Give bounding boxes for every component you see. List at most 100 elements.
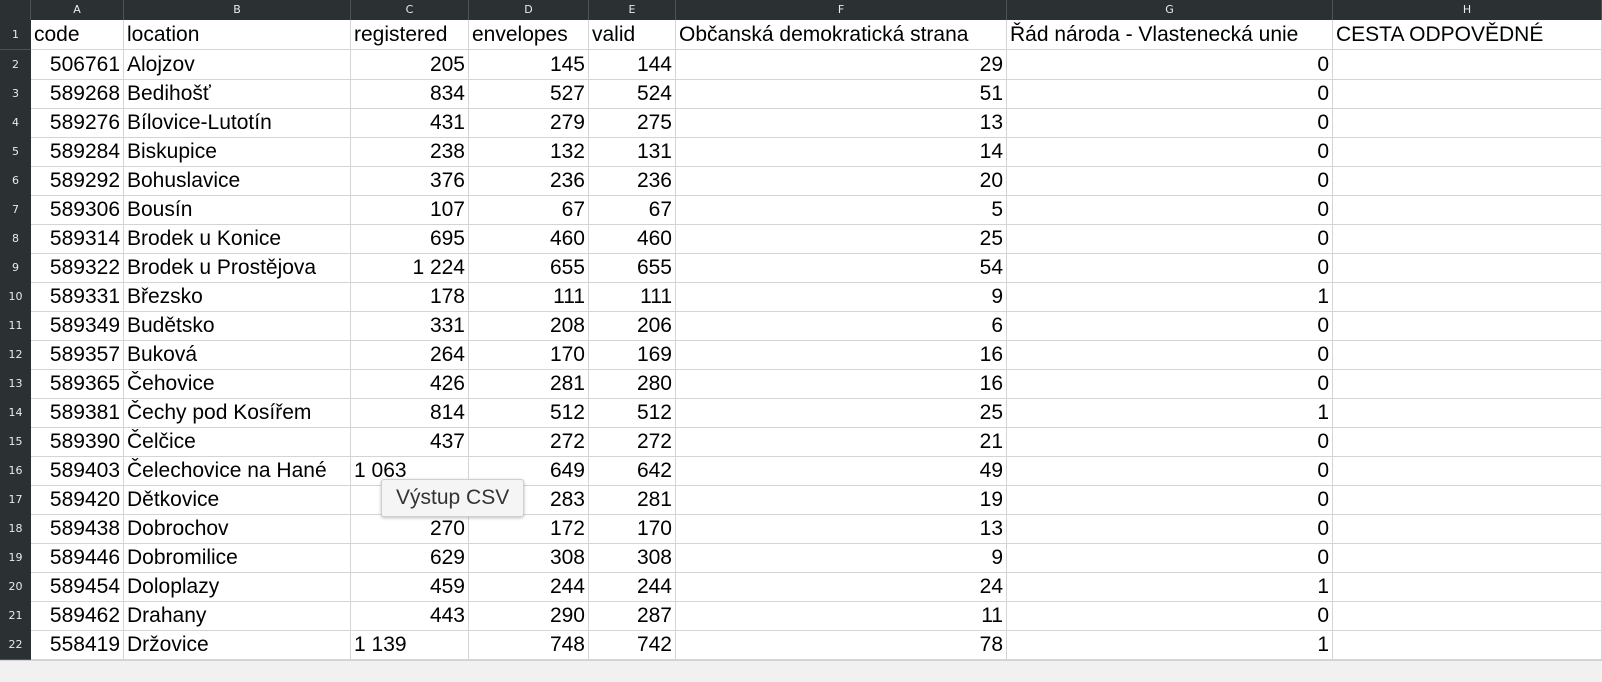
table-cell[interactable]: 1 xyxy=(1007,630,1333,660)
table-cell[interactable]: 649 xyxy=(469,456,589,486)
select-all-corner[interactable] xyxy=(0,0,31,20)
table-cell[interactable] xyxy=(1333,485,1602,515)
table-cell[interactable]: Doloplazy xyxy=(124,572,351,602)
table-cell[interactable]: 67 xyxy=(589,195,676,225)
table-cell[interactable]: 283 xyxy=(469,485,589,515)
table-cell[interactable]: 308 xyxy=(589,543,676,573)
table-cell[interactable] xyxy=(1333,253,1602,283)
table-cell[interactable] xyxy=(1333,108,1602,138)
column-header-b[interactable]: B xyxy=(124,0,351,20)
table-cell[interactable] xyxy=(1333,456,1602,486)
table-cell[interactable]: 437 xyxy=(351,427,469,457)
table-cell[interactable]: Dětkovice xyxy=(124,485,351,515)
table-cell[interactable]: 524 xyxy=(589,79,676,109)
table-cell[interactable]: 0 xyxy=(1007,369,1333,399)
table-cell[interactable]: 169 xyxy=(589,340,676,370)
table-cell[interactable]: 589349 xyxy=(31,311,124,341)
table-cell[interactable]: 589314 xyxy=(31,224,124,254)
table-cell[interactable]: Dobromilice xyxy=(124,543,351,573)
table-cell[interactable]: 170 xyxy=(469,340,589,370)
table-cell[interactable]: Březsko xyxy=(124,282,351,312)
table-cell[interactable]: 208 xyxy=(469,311,589,341)
table-cell[interactable]: Brodek u Prostějova xyxy=(124,253,351,283)
table-cell[interactable]: 834 xyxy=(351,79,469,109)
table-cell[interactable]: 558419 xyxy=(31,630,124,660)
table-cell[interactable]: 0 xyxy=(1007,224,1333,254)
table-cell[interactable] xyxy=(1333,630,1602,660)
table-cell[interactable]: 1 139 xyxy=(351,630,469,660)
table-cell[interactable]: Brodek u Konice xyxy=(124,224,351,254)
table-cell[interactable]: 1 224 xyxy=(351,253,469,283)
row-number[interactable]: 4 xyxy=(0,108,31,138)
row-number[interactable]: 7 xyxy=(0,195,31,225)
table-cell[interactable]: 13 xyxy=(676,108,1007,138)
table-cell[interactable]: 459 xyxy=(351,572,469,602)
row-number[interactable]: 14 xyxy=(0,398,31,428)
table-cell[interactable]: 0 xyxy=(1007,50,1333,80)
row-number[interactable]: 10 xyxy=(0,282,31,312)
table-cell[interactable]: 11 xyxy=(676,601,1007,631)
column-header-d[interactable]: D xyxy=(469,0,589,20)
table-cell[interactable]: 589306 xyxy=(31,195,124,225)
row-number[interactable]: 5 xyxy=(0,137,31,167)
row-number[interactable]: 22 xyxy=(0,630,31,660)
row-number[interactable]: 17 xyxy=(0,485,31,515)
table-cell[interactable] xyxy=(1333,50,1602,80)
table-cell[interactable]: 814 xyxy=(351,398,469,428)
table-cell[interactable]: 51 xyxy=(676,79,1007,109)
table-cell[interactable]: 629 xyxy=(351,543,469,573)
table-cell[interactable]: Čelčice xyxy=(124,427,351,457)
table-cell[interactable] xyxy=(1333,79,1602,109)
table-cell[interactable]: Budětsko xyxy=(124,311,351,341)
table-cell[interactable] xyxy=(1333,601,1602,631)
table-cell[interactable] xyxy=(1333,514,1602,544)
row-number[interactable]: 11 xyxy=(0,311,31,341)
table-cell[interactable]: 24 xyxy=(676,572,1007,602)
table-cell[interactable]: Čechy pod Kosířem xyxy=(124,398,351,428)
table-cell[interactable]: 0 xyxy=(1007,137,1333,167)
column-header-g[interactable]: G xyxy=(1007,0,1333,20)
table-cell[interactable]: 589462 xyxy=(31,601,124,631)
table-cell[interactable]: 178 xyxy=(351,282,469,312)
header-cell[interactable]: location xyxy=(124,20,351,50)
header-cell[interactable]: Občanská demokratická strana xyxy=(676,20,1007,50)
table-cell[interactable]: Bousín xyxy=(124,195,351,225)
table-cell[interactable]: 238 xyxy=(351,137,469,167)
table-cell[interactable]: 0 xyxy=(1007,166,1333,196)
table-cell[interactable]: 287 xyxy=(589,601,676,631)
column-header-e[interactable]: E xyxy=(589,0,676,20)
row-number[interactable]: 9 xyxy=(0,253,31,283)
table-cell[interactable]: 655 xyxy=(469,253,589,283)
row-number[interactable]: 6 xyxy=(0,166,31,196)
table-cell[interactable]: 589390 xyxy=(31,427,124,457)
row-number[interactable]: 19 xyxy=(0,543,31,573)
table-cell[interactable]: 290 xyxy=(469,601,589,631)
table-cell[interactable] xyxy=(1333,369,1602,399)
table-cell[interactable]: 16 xyxy=(676,340,1007,370)
table-cell[interactable]: 589276 xyxy=(31,108,124,138)
table-cell[interactable]: 20 xyxy=(676,166,1007,196)
table-cell[interactable]: 589268 xyxy=(31,79,124,109)
header-cell[interactable]: CESTA ODPOVĚDNÉ xyxy=(1333,20,1602,50)
table-cell[interactable]: 376 xyxy=(351,166,469,196)
table-cell[interactable]: 78 xyxy=(676,630,1007,660)
table-cell[interactable]: 14 xyxy=(676,137,1007,167)
table-cell[interactable]: 236 xyxy=(469,166,589,196)
table-cell[interactable]: Bohuslavice xyxy=(124,166,351,196)
table-cell[interactable]: 67 xyxy=(469,195,589,225)
table-cell[interactable]: 54 xyxy=(676,253,1007,283)
column-header-a[interactable]: A xyxy=(31,0,124,20)
table-cell[interactable]: 0 xyxy=(1007,514,1333,544)
table-cell[interactable]: 281 xyxy=(589,485,676,515)
table-cell[interactable]: 443 xyxy=(351,601,469,631)
table-cell[interactable]: 527 xyxy=(469,79,589,109)
table-cell[interactable]: 1 xyxy=(1007,572,1333,602)
table-cell[interactable]: Buková xyxy=(124,340,351,370)
table-cell[interactable]: 589284 xyxy=(31,137,124,167)
row-number[interactable]: 18 xyxy=(0,514,31,544)
table-cell[interactable]: 21 xyxy=(676,427,1007,457)
table-cell[interactable]: 107 xyxy=(351,195,469,225)
table-cell[interactable]: 244 xyxy=(469,572,589,602)
table-cell[interactable]: 272 xyxy=(589,427,676,457)
